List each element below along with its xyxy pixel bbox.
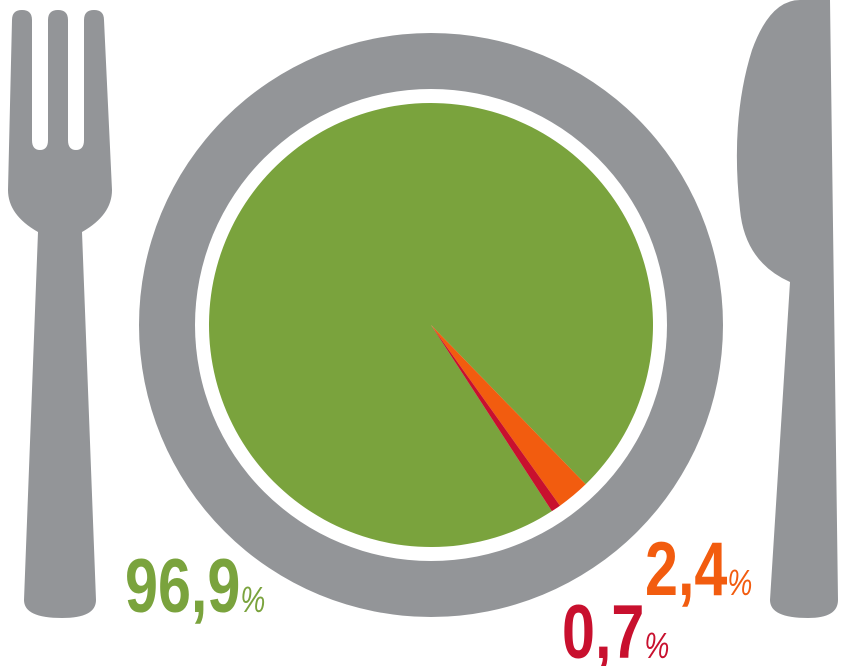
fork [8, 10, 112, 618]
pie [209, 103, 653, 547]
pie-slice [209, 103, 653, 547]
knife [737, 0, 838, 618]
value-label: 2,4% [645, 527, 752, 612]
chart: 96,9%2,4%0,7% [0, 0, 854, 666]
value-label: 96,9% [125, 544, 265, 629]
page: {"chart_data": {"type": "pie", "categori… [0, 0, 854, 666]
